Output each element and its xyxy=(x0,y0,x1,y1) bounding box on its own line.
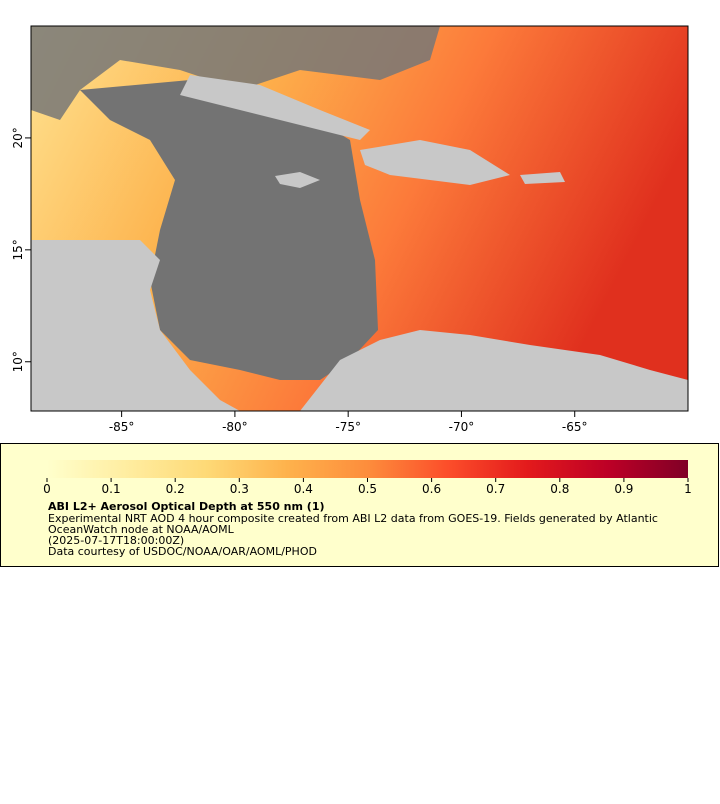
y-tick-label: 15° xyxy=(11,239,25,260)
x-tick-label: -80° xyxy=(222,420,248,434)
y-tick-label: 20° xyxy=(11,127,25,148)
caption-line: OceanWatch node at NOAA/AOML xyxy=(48,523,235,536)
colorbar-tick-label: 0.7 xyxy=(486,482,505,496)
x-tick-label: -70° xyxy=(449,420,475,434)
caption-line: Experimental NRT AOD 4 hour composite cr… xyxy=(48,512,658,525)
caption-line: Data courtesy of USDOC/NOAA/OAR/AOML/PHO… xyxy=(48,545,317,558)
colorbar-tick-label: 0.3 xyxy=(230,482,249,496)
colorbar-tick-label: 0.9 xyxy=(614,482,633,496)
caption-title: ABI L2+ Aerosol Optical Depth at 550 nm … xyxy=(48,500,325,513)
y-tick-label: 10° xyxy=(11,351,25,372)
colorbar-tick-label: 0.8 xyxy=(550,482,569,496)
no-data-sea xyxy=(80,80,378,380)
colorbar-tick-label: 0.6 xyxy=(422,482,441,496)
colorbar-tick-label: 1 xyxy=(684,482,692,496)
colorbar-tick-label: 0.5 xyxy=(358,482,377,496)
map xyxy=(31,26,688,411)
south-america xyxy=(300,330,688,411)
jamaica xyxy=(275,172,320,188)
central-america xyxy=(31,240,240,411)
puerto-rico xyxy=(520,172,565,184)
hispaniola xyxy=(360,140,510,185)
colorbar-tick-label: 0.1 xyxy=(102,482,121,496)
caption-line: (2025-07-17T18:00:00Z) xyxy=(48,534,184,547)
colorbar xyxy=(47,460,688,478)
x-tick-label: -75° xyxy=(335,420,361,434)
colorbar-tick-label: 0.2 xyxy=(166,482,185,496)
map-frame xyxy=(30,25,689,412)
colorbar-tick-label: 0.4 xyxy=(294,482,313,496)
x-tick-label: -85° xyxy=(109,420,135,434)
no-data xyxy=(31,26,440,120)
colorbar-tick-label: 0 xyxy=(43,482,51,496)
x-tick-label: -65° xyxy=(562,420,588,434)
cuba xyxy=(180,75,370,140)
